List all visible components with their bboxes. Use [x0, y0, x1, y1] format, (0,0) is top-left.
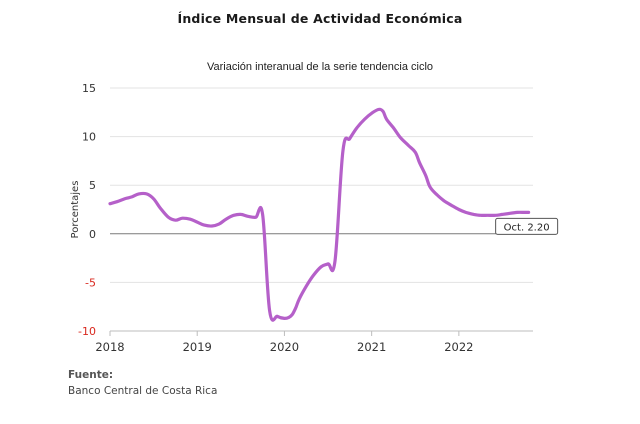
y-tick-label: 15: [82, 82, 96, 95]
annotation-label: Oct. 2.20: [504, 222, 550, 233]
x-tick-label: 2020: [270, 340, 299, 354]
y-tick-label: 10: [82, 131, 96, 144]
y-tick-label: -10: [78, 325, 96, 338]
series-line: [108, 107, 531, 322]
x-tick-label: 2018: [95, 340, 124, 354]
chart-title: Índice Mensual de Actividad Económica: [177, 11, 463, 26]
source-heading: Fuente:: [68, 369, 114, 381]
y-axis-label: Porcentajes: [70, 181, 81, 239]
y-tick-label: 0: [89, 228, 96, 241]
source-text: Banco Central de Costa Rica: [68, 385, 218, 397]
x-tick-label: 2022: [444, 340, 473, 354]
y-tick-label: 5: [89, 179, 96, 192]
x-tick-label: 2019: [183, 340, 212, 354]
x-tick-label: 2021: [357, 340, 386, 354]
y-tick-label: -5: [85, 276, 96, 289]
chart-subtitle: Variación interanual de la serie tendenc…: [206, 61, 434, 73]
annotation-box: [495, 217, 559, 235]
